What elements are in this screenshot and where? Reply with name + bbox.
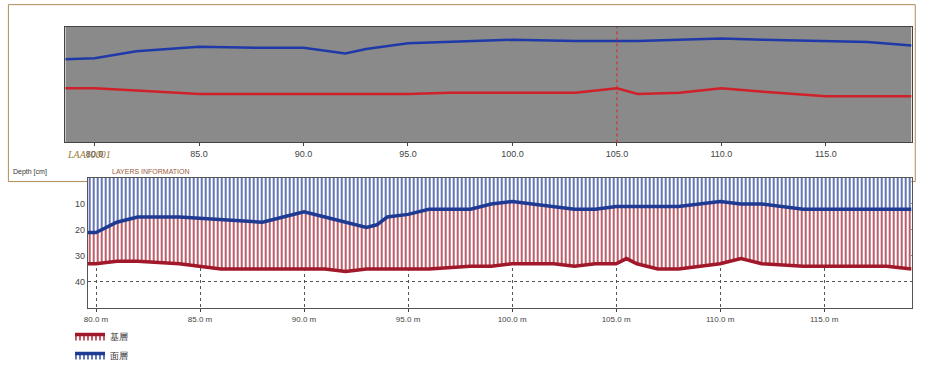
svg-text:95.0: 95.0 (399, 149, 417, 159)
svg-text:30: 30 (75, 251, 85, 261)
svg-text:40: 40 (75, 277, 85, 287)
svg-text:105.0: 105.0 (606, 149, 629, 159)
svg-text:95.0 m: 95.0 m (396, 315, 421, 324)
svg-text:Depth [cm]: Depth [cm] (13, 168, 47, 176)
svg-text:80.0: 80.0 (86, 149, 104, 159)
svg-text:110.0: 110.0 (710, 149, 732, 159)
svg-text:90.0 m: 90.0 m (292, 315, 317, 324)
svg-text:85.0: 85.0 (190, 149, 208, 159)
svg-text:10: 10 (75, 199, 85, 209)
svg-text:110.0 m: 110.0 m (706, 315, 735, 324)
svg-text:100.0 m: 100.0 m (498, 315, 527, 324)
svg-text:基層: 基層 (110, 332, 128, 342)
svg-text:面層: 面層 (110, 351, 128, 361)
svg-text:100.0: 100.0 (501, 149, 524, 159)
svg-text:LAYERS INFORMATION: LAYERS INFORMATION (112, 168, 190, 175)
svg-text:85.0 m: 85.0 m (188, 315, 213, 324)
svg-text:115.0 m: 115.0 m (810, 315, 839, 324)
svg-text:105.0 m: 105.0 m (602, 315, 631, 324)
svg-text:80.0 m: 80.0 m (84, 315, 109, 324)
svg-text:LAA10001: LAA10001 (67, 149, 111, 160)
svg-text:20: 20 (75, 225, 85, 235)
svg-text:115.0: 115.0 (815, 149, 837, 159)
svg-text:90.0: 90.0 (295, 149, 313, 159)
